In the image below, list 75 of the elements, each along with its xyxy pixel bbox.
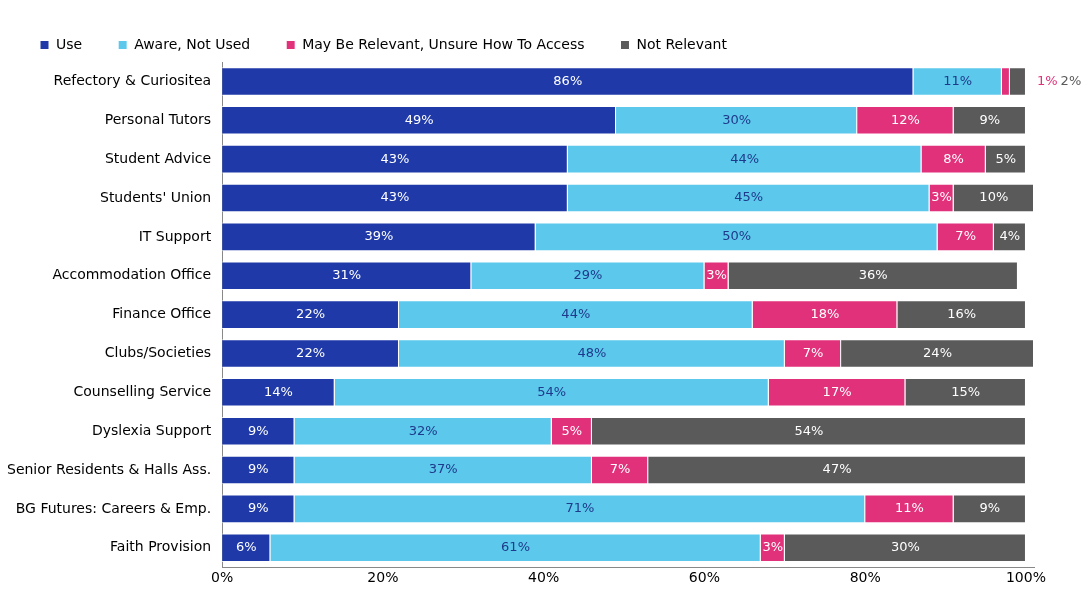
data-label: 39% (364, 228, 394, 244)
data-label: 11% (894, 500, 924, 516)
y-tick-label: Students' Union (99, 188, 212, 205)
data-label: 9% (979, 500, 1001, 516)
y-tick-label: IT Support (138, 227, 212, 244)
y-tick-label: Refectory & Curiositea (53, 72, 212, 89)
data-label: 54% (537, 383, 567, 399)
data-label: 71% (565, 500, 595, 516)
legend-label: Use (56, 35, 83, 52)
legend-label: Not Relevant (636, 35, 728, 52)
data-label: 37% (428, 461, 458, 477)
data-label: 86% (553, 72, 583, 88)
y-tick-label: Clubs/Societies (104, 344, 212, 361)
x-tick-label: 100% (1005, 569, 1046, 586)
data-label: 15% (951, 383, 981, 399)
data-label: 61% (501, 539, 530, 555)
data-label: 9% (248, 422, 269, 438)
data-label: 8% (943, 150, 964, 166)
y-tick-label: Dyslexia Support (91, 421, 212, 438)
data-label: 31% (332, 267, 362, 283)
data-label: 18% (810, 305, 840, 321)
data-label: 5% (995, 150, 1017, 166)
data-label: 9% (248, 500, 269, 516)
data-label: 32% (408, 422, 438, 438)
y-tick-label: Senior Residents & Halls Ass. (6, 460, 212, 477)
y-tick-label: BG Futures: Careers & Emp. (15, 499, 212, 516)
data-label: 36% (858, 267, 888, 283)
data-label: 43% (380, 150, 410, 166)
data-label: 3% (706, 267, 727, 283)
y-tick-label: Personal Tutors (104, 110, 212, 127)
data-label: 16% (947, 305, 977, 321)
data-label: 50% (722, 228, 752, 244)
x-tick-label: 0% (211, 569, 234, 586)
legend-label: Aware, Not Used (134, 35, 251, 52)
data-label: 3% (762, 539, 784, 555)
x-tick-label: 20% (367, 569, 399, 586)
data-label: 24% (923, 344, 952, 360)
data-label: 30% (722, 111, 752, 127)
data-label: 29% (573, 267, 603, 283)
data-label: 9% (248, 461, 269, 477)
data-label: 4% (999, 228, 1021, 244)
data-label: 44% (730, 150, 760, 166)
legend-label: May Be Relevant, Unsure How To Access (302, 35, 585, 52)
data-label: 22% (296, 305, 326, 321)
data-label: 7% (609, 461, 631, 477)
data-label: 43% (380, 189, 410, 205)
data-label: 9% (979, 111, 1001, 127)
y-tick-label: Faith Provision (110, 538, 212, 555)
data-label: 11% (943, 72, 973, 88)
data-label: 45% (734, 189, 764, 205)
data-label: 5% (561, 422, 583, 438)
data-label: 7% (955, 228, 976, 244)
data-label: 30% (890, 539, 920, 555)
y-tick-label: Finance Office (112, 305, 212, 322)
data-label: 3% (931, 189, 952, 205)
y-tick-label: Student Advice (104, 149, 212, 166)
data-label: 6% (235, 539, 257, 555)
y-tick-label: Counselling Service (73, 382, 212, 399)
x-tick-label: 80% (849, 569, 881, 586)
data-label: 49% (404, 111, 434, 127)
data-label: 22% (296, 344, 326, 360)
y-tick-label: Accommodation Office (52, 266, 212, 283)
data-label: 12% (890, 111, 920, 127)
data-label: 47% (822, 461, 852, 477)
data-label: 7% (802, 344, 824, 360)
data-label: 17% (822, 383, 852, 399)
data-label: 14% (263, 383, 293, 399)
x-tick-label: 40% (528, 569, 560, 586)
data-label: 10% (979, 189, 1009, 205)
data-label: 2% (1060, 72, 1082, 88)
data-label: 44% (561, 305, 591, 321)
data-label: 1% (1037, 72, 1058, 88)
x-tick-label: 60% (688, 569, 720, 586)
data-label: 48% (577, 344, 607, 360)
data-label: 54% (794, 422, 824, 438)
